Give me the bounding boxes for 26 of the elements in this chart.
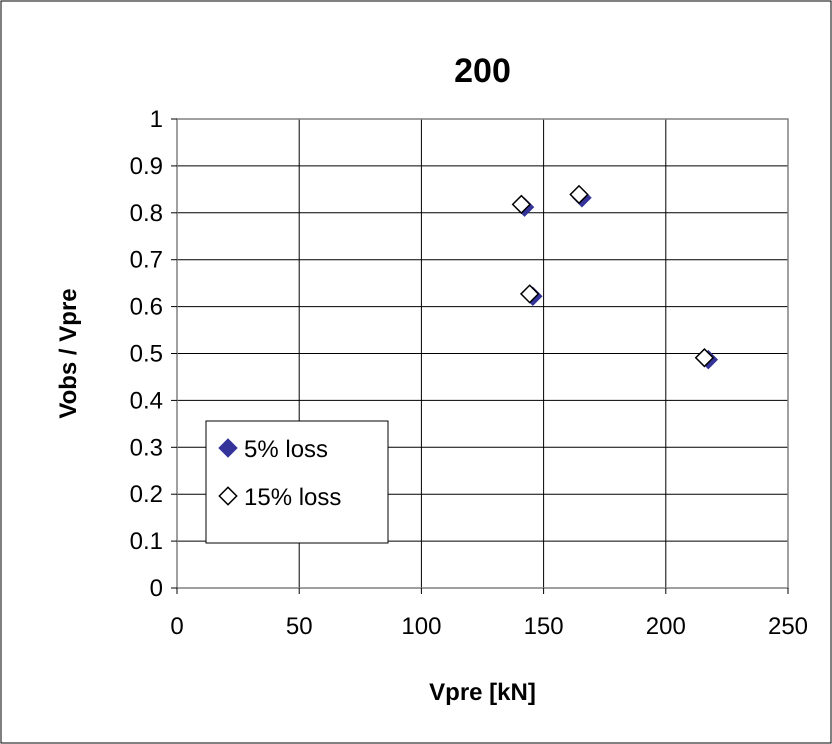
y-tick-label: 0.3 — [130, 434, 163, 462]
point — [570, 185, 588, 204]
x-tick-label: 100 — [401, 613, 442, 640]
y-tick-label: 0 — [150, 575, 163, 602]
x-axis-title: Vpre [kN] — [429, 679, 536, 706]
legend-label: 5% loss — [244, 436, 328, 463]
x-tick-label: 50 — [286, 613, 313, 640]
x-tick-label: 250 — [768, 613, 808, 640]
point — [512, 194, 531, 214]
y-tick-label: 0.9 — [130, 152, 163, 180]
y-tick-label: 0.1 — [130, 528, 163, 556]
point — [520, 284, 540, 304]
x-tick-label: 150 — [524, 613, 564, 640]
legend-label: 15% loss — [244, 484, 342, 511]
y-tick-label: 0.4 — [130, 387, 163, 414]
y-axis-title: Vobs / Vpre — [55, 288, 82, 419]
y-tick-label: 0.2 — [130, 481, 163, 508]
y-tick-label: 0.8 — [130, 200, 163, 227]
y-tick-label: 0.7 — [130, 246, 163, 274]
x-tick-label: 200 — [646, 613, 686, 640]
chart-title: 200 — [454, 52, 511, 90]
y-tick-label: 1 — [150, 106, 163, 133]
y-tick-label: 0.6 — [130, 294, 163, 321]
x-tick-label: 0 — [170, 613, 184, 640]
point — [695, 348, 714, 368]
y-tick-label: 0.5 — [130, 340, 163, 368]
